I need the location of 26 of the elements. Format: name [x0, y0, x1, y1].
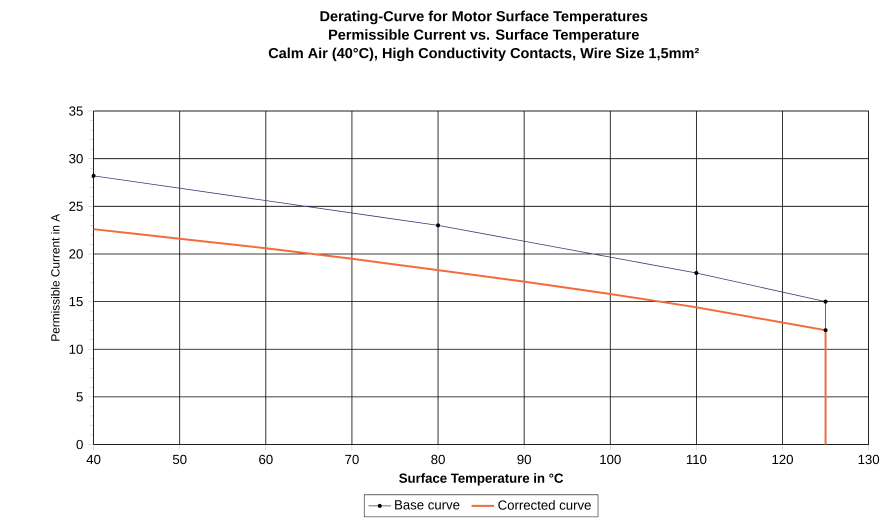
y-axis-title: Permissible Current in A: [50, 214, 60, 341]
x-axis-title: Surface Temperature in °C: [399, 473, 564, 486]
x-tick-label: 110: [686, 454, 706, 464]
x-tick-label: 50: [172, 454, 187, 464]
line-series: [94, 228, 827, 445]
x-tick-label: 70: [345, 454, 359, 464]
x-tick-label: 40: [86, 454, 100, 464]
chart-title: Derating-Curve for Motor Surface Temperatures: [320, 10, 648, 24]
x-tick-label: 100: [600, 454, 621, 464]
y-tick-label: 15: [70, 297, 83, 306]
chart-subtitle: Permissible Current vs. Surface Temperature: [329, 29, 639, 43]
x-tick-label: 120: [772, 454, 793, 464]
y-tick-label: 5: [76, 392, 83, 402]
x-tick-label: 80: [431, 454, 445, 464]
text: Calm Air (40°C), High Conductivity Contacts, Wire Size 1,5mm²: [268, 48, 699, 62]
y-tick-label: 35: [69, 106, 83, 116]
y-tick-label: 30: [69, 154, 83, 164]
legend-label: Corrected curve: [498, 500, 591, 510]
y-tick-label: 0: [76, 440, 83, 450]
x-tick-label: 60: [259, 454, 273, 464]
legend-label: Base curve: [395, 500, 460, 510]
y-tick-label: 25: [69, 202, 83, 212]
x-tick-label: 90: [517, 454, 531, 464]
y-tick-label: 10: [70, 344, 83, 354]
y-tick-label: 20: [69, 249, 83, 259]
x-tick-label: 130: [858, 454, 880, 464]
